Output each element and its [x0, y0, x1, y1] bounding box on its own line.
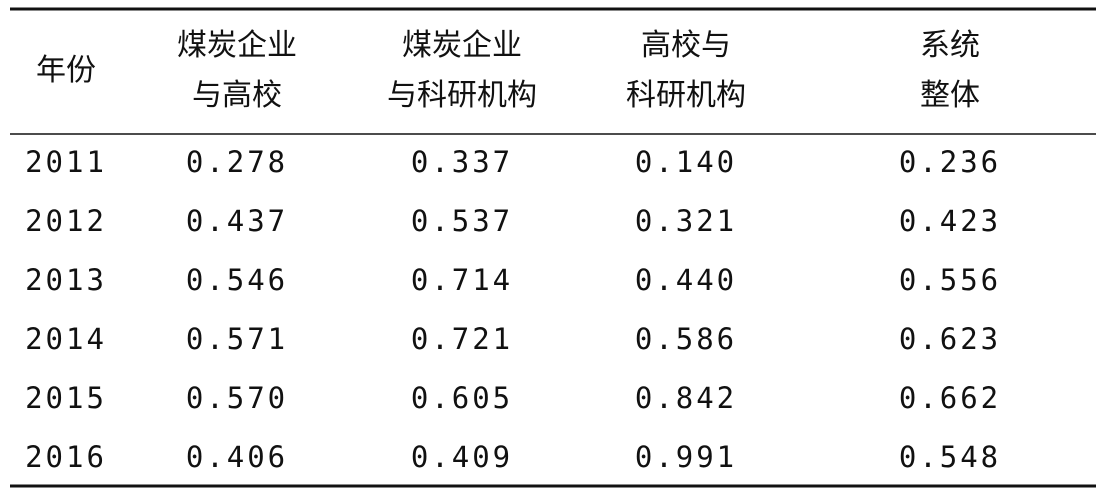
cell: 0.337	[411, 145, 513, 179]
cell: 0.586	[635, 322, 737, 356]
cell: 0.321	[635, 204, 737, 238]
cell: 2013	[25, 263, 107, 297]
cell: 0.548	[899, 440, 1001, 474]
header-cell: 科研机构	[626, 78, 746, 113]
header-cell: 整体	[920, 78, 980, 113]
cell: 0.605	[411, 381, 513, 415]
header-cell: 煤炭企业	[177, 28, 297, 63]
cell: 0.278	[186, 145, 288, 179]
cell: 2011	[25, 145, 107, 179]
cell: 2012	[25, 204, 107, 238]
cell: 0.546	[186, 263, 288, 297]
header-cell: 煤炭企业	[402, 28, 522, 63]
cell: 0.140	[635, 145, 737, 179]
cell: 0.721	[411, 322, 513, 356]
cell: 2015	[25, 381, 107, 415]
cell: 0.662	[899, 381, 1001, 415]
cell: 0.437	[186, 204, 288, 238]
cell: 0.406	[186, 440, 288, 474]
cell: 0.570	[186, 381, 288, 415]
cell: 0.423	[899, 204, 1001, 238]
cell: 0.537	[411, 204, 513, 238]
cell: 0.842	[635, 381, 737, 415]
cell: 0.440	[635, 263, 737, 297]
cell: 0.623	[899, 322, 1001, 356]
cell: 0.714	[411, 263, 513, 297]
header-cell: 与科研机构	[387, 78, 537, 113]
cell: 0.571	[186, 322, 288, 356]
header-cell: 系统	[920, 28, 980, 63]
header-cell: 高校与	[641, 28, 731, 63]
cell: 0.409	[411, 440, 513, 474]
cell: 0.556	[899, 263, 1001, 297]
header-cell: 年份	[36, 53, 96, 88]
cell: 2014	[25, 322, 107, 356]
cell: 0.991	[635, 440, 737, 474]
cell: 2016	[25, 440, 107, 474]
header-cell: 与高校	[192, 78, 282, 113]
cell: 0.236	[899, 145, 1001, 179]
